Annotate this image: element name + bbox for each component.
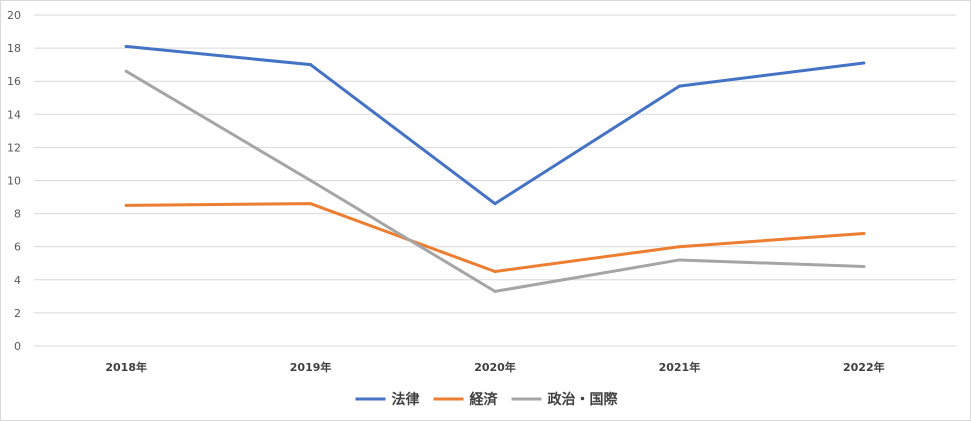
legend-label: 政治・国際 <box>548 391 619 408</box>
data-point <box>677 245 681 249</box>
y-tick-label: 8 <box>14 208 21 221</box>
x-tick-label: 2021年 <box>659 360 701 374</box>
legend-label: 経済 <box>470 391 499 408</box>
x-tick-label: 2018年 <box>105 360 147 374</box>
y-tick-label: 4 <box>14 274 21 287</box>
data-point <box>493 289 497 293</box>
data-point <box>124 69 128 73</box>
y-tick-label: 0 <box>14 340 21 353</box>
gridlines <box>34 14 956 347</box>
data-point <box>309 179 313 182</box>
series-lines <box>124 44 866 293</box>
y-tick-label: 6 <box>14 241 21 254</box>
y-tick-label: 18 <box>7 42 21 55</box>
y-tick-label: 10 <box>7 175 21 188</box>
x-tick-label: 2019年 <box>290 360 332 374</box>
legend-label: 法律 <box>392 391 420 408</box>
y-tick-label: 20 <box>7 9 21 22</box>
x-axis-ticks: 2018年 2019年 2020年 2021年 2022年 <box>105 360 884 374</box>
data-point <box>862 61 866 65</box>
data-point <box>493 270 497 274</box>
y-tick-label: 2 <box>14 307 21 320</box>
series-line-2 <box>124 69 866 293</box>
data-point <box>862 231 866 235</box>
data-point <box>309 63 313 67</box>
data-point <box>493 202 497 206</box>
data-point <box>309 202 313 206</box>
x-tick-label: 2020年 <box>474 360 516 374</box>
legend: 法律 経済 政治・国際 <box>355 391 619 408</box>
data-point <box>862 265 866 269</box>
data-point <box>124 44 128 48</box>
y-axis-ticks: 0 2 4 6 8 10 12 14 16 18 20 <box>7 9 21 353</box>
data-point <box>677 84 681 88</box>
y-tick-label: 16 <box>7 75 21 88</box>
y-tick-label: 14 <box>7 108 21 121</box>
data-point <box>124 203 128 207</box>
data-point <box>677 258 681 262</box>
y-tick-label: 12 <box>7 141 21 154</box>
x-tick-label: 2022年 <box>843 360 885 374</box>
